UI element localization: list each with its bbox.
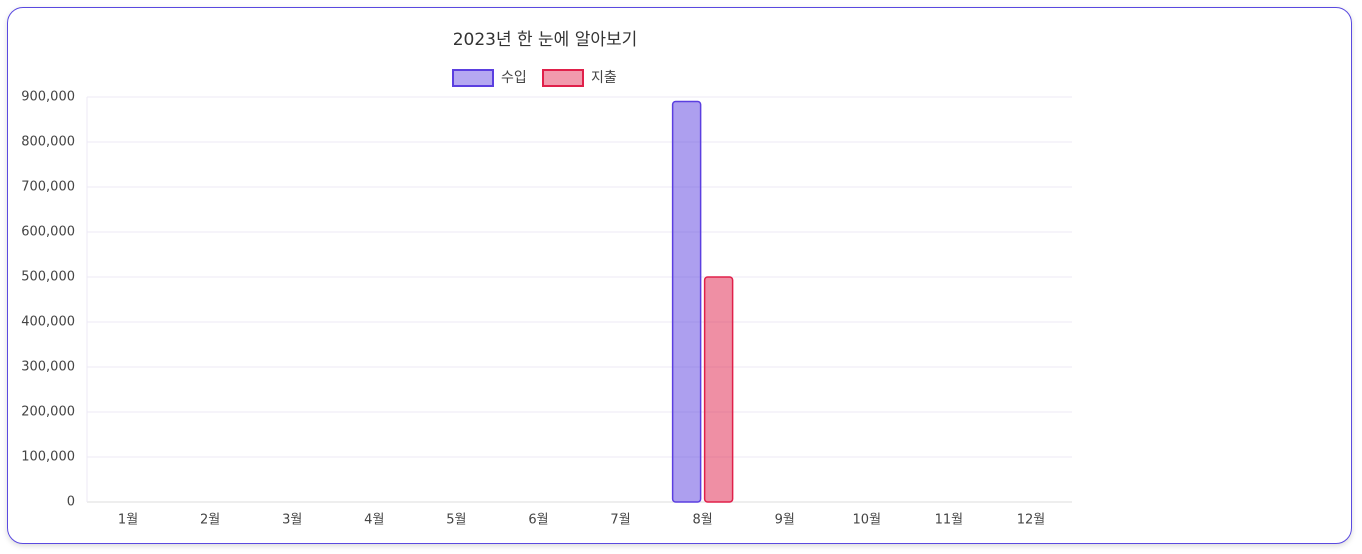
x-tick-label: 4월 [364,513,384,528]
y-tick-label: 500,000 [21,270,75,285]
y-tick-label: 700,000 [21,180,75,195]
legend-label: 수입 [501,70,527,86]
chart-title: 2023년 한 눈에 알아보기 [453,30,638,50]
legend-label: 지출 [591,70,617,86]
legend-swatch [542,69,584,87]
y-tick-label: 900,000 [21,90,75,105]
bar [703,276,734,503]
y-tick-label: 400,000 [21,315,75,330]
x-tick-label: 1월 [118,513,138,528]
x-tick-label: 7월 [610,513,630,528]
x-tick-label: 12월 [1017,513,1046,528]
x-tick-label: 2월 [200,513,220,528]
legend-swatch [452,69,494,87]
x-tick-label: 9월 [775,513,795,528]
y-tick-label: 100,000 [21,450,75,465]
y-tick-label: 200,000 [21,405,75,420]
y-tick-label: 0 [67,495,75,510]
y-tick-label: 800,000 [21,135,75,150]
bar [671,100,702,503]
y-tick-label: 300,000 [21,360,75,375]
x-tick-label: 10월 [853,513,882,528]
x-tick-label: 5월 [446,513,466,528]
x-tick-label: 11월 [935,513,964,528]
y-tick-label: 600,000 [21,225,75,240]
x-tick-label: 3월 [282,513,302,528]
x-tick-label: 6월 [528,513,548,528]
x-tick-label: 8월 [693,513,713,528]
